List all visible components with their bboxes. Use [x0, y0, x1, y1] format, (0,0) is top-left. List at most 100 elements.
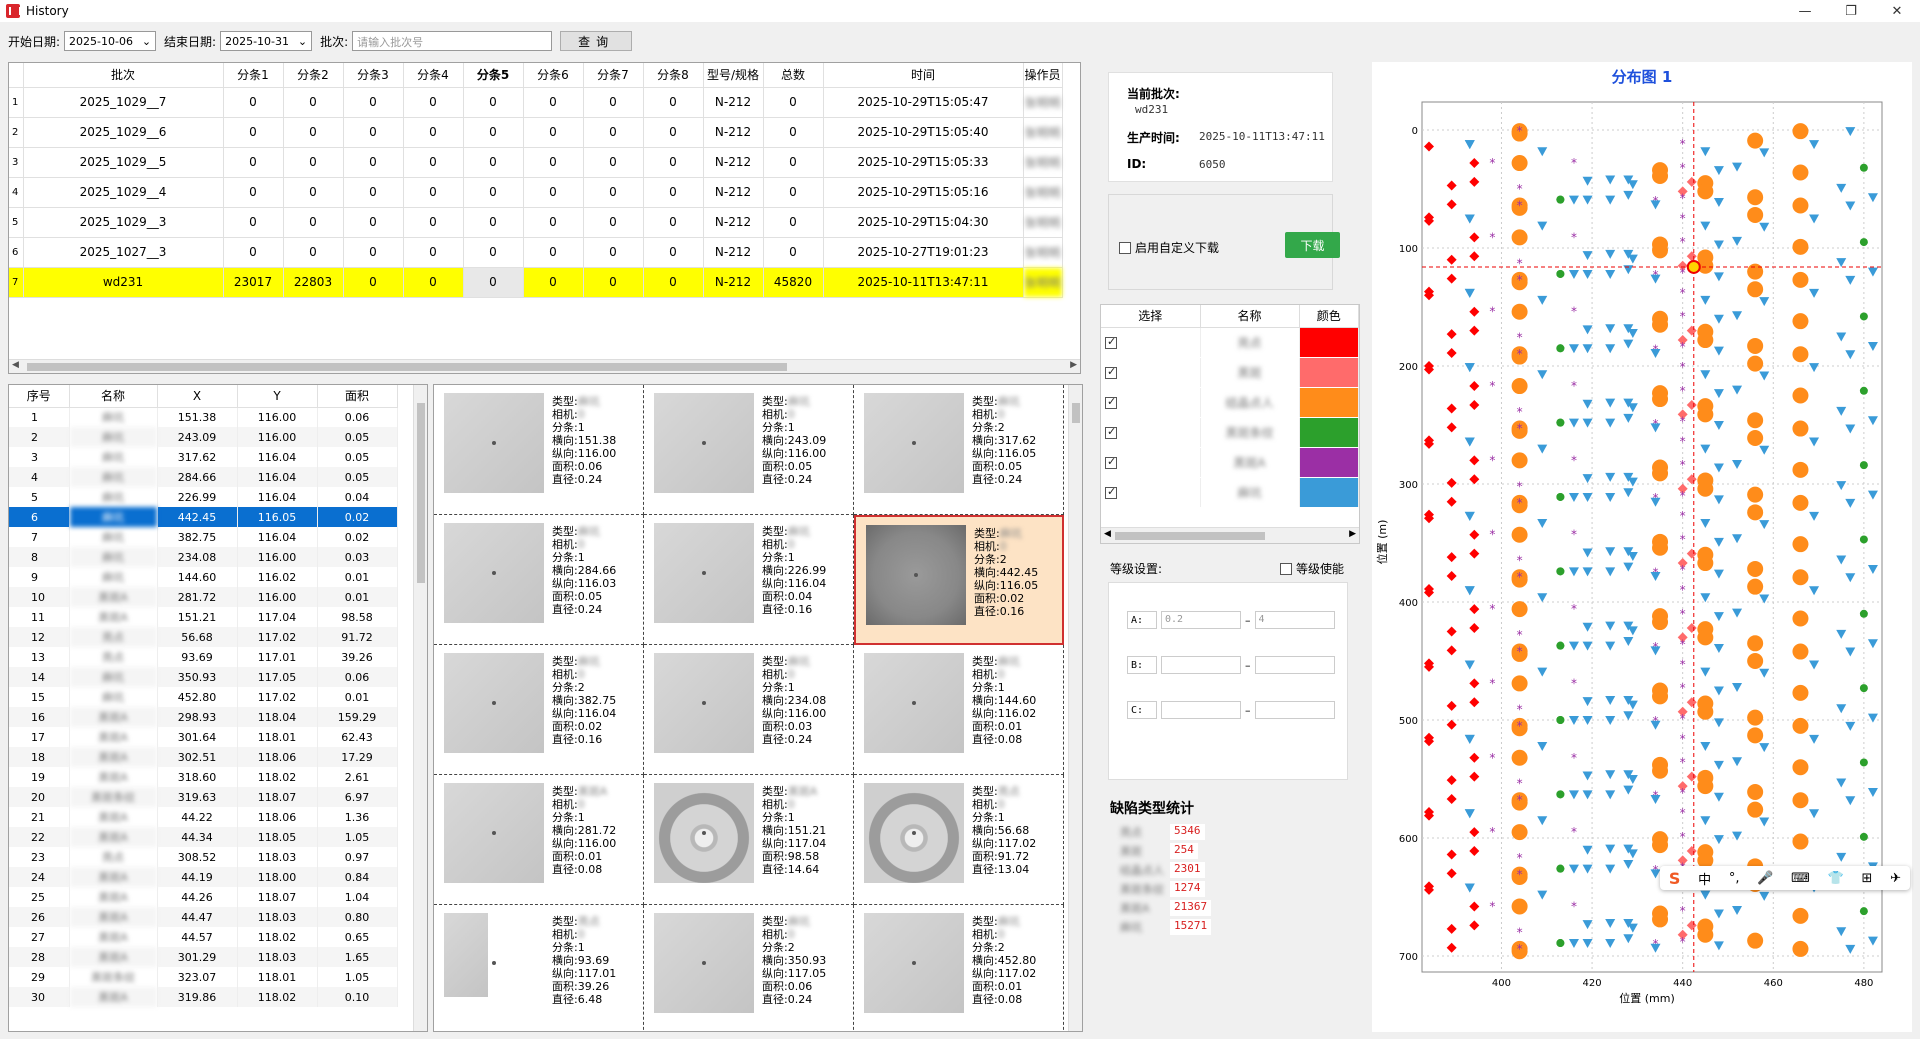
data-point[interactable]	[1623, 488, 1634, 498]
data-point[interactable]	[1700, 816, 1711, 826]
data-point[interactable]	[1809, 437, 1820, 447]
data-point[interactable]: *	[1680, 340, 1686, 354]
data-point[interactable]: *	[1517, 628, 1523, 642]
data-point[interactable]	[1446, 571, 1457, 582]
data-point[interactable]	[1792, 833, 1809, 850]
column-header[interactable]: 面积	[317, 385, 398, 408]
data-point[interactable]	[1697, 703, 1714, 720]
data-point[interactable]	[1446, 403, 1457, 414]
table-row[interactable]: 3 2025_1029__5 0 0 0 0 0 0 0 0 N-212 0 2025-10-29T15…	[9, 147, 1063, 178]
data-point[interactable]	[1446, 626, 1457, 637]
data-point[interactable]	[1582, 325, 1593, 335]
data-point[interactable]	[1556, 269, 1565, 278]
data-point[interactable]	[1627, 180, 1638, 190]
data-point[interactable]	[1511, 346, 1528, 363]
column-header[interactable]: 分条2	[283, 63, 344, 88]
data-point[interactable]: *	[1489, 602, 1495, 616]
data-point[interactable]	[1469, 381, 1480, 392]
data-point[interactable]	[1759, 817, 1770, 827]
table-row[interactable]: 1 2025_1029__7 0 0 0 0 0 0 0 0 N-212 0 2025-10-29T15…	[9, 87, 1063, 118]
grade-min-input[interactable]	[1161, 701, 1241, 719]
defect-thumbnail[interactable]: 类型:麻坑 相机:0 分条:1 横向:284.66 纵向:116.03 面积:0.05 直径…	[434, 515, 644, 645]
scroll-right-icon[interactable]: ▶	[1349, 529, 1356, 539]
data-point[interactable]	[1792, 536, 1809, 553]
ime-item-icon[interactable]: ✈	[1890, 870, 1902, 886]
data-point[interactable]: *	[1571, 453, 1577, 467]
table-row[interactable]: 20 黑斑条纹 319.63 118.07 6.97	[9, 787, 398, 807]
data-point[interactable]	[1424, 881, 1434, 892]
data-point[interactable]	[1845, 721, 1856, 731]
data-point[interactable]	[1469, 622, 1480, 633]
table-row[interactable]: 6 麻坑 442.45 116.05 0.02	[9, 507, 398, 527]
query-button[interactable]: 查询	[560, 31, 633, 51]
data-point[interactable]: *	[1571, 602, 1577, 616]
data-point[interactable]	[1446, 180, 1457, 191]
data-point[interactable]: *	[1517, 182, 1523, 196]
scroll-thumb[interactable]	[417, 403, 425, 583]
data-point[interactable]	[1859, 907, 1868, 916]
data-point[interactable]	[1424, 361, 1434, 371]
data-point[interactable]: *	[1680, 563, 1686, 577]
data-point[interactable]	[1700, 444, 1711, 454]
data-point[interactable]	[1511, 717, 1528, 734]
data-point[interactable]	[1747, 132, 1764, 149]
data-point[interactable]	[1582, 548, 1593, 558]
data-point[interactable]: *	[1517, 331, 1523, 345]
data-point[interactable]	[1511, 643, 1528, 660]
data-point[interactable]: *	[1517, 868, 1523, 882]
data-point[interactable]: *	[1517, 124, 1523, 138]
data-point[interactable]	[1859, 163, 1868, 172]
data-point[interactable]	[1464, 511, 1475, 521]
defect-thumbnail[interactable]: 类型:麻坑 相机:0 分条:2 横向:452.80 纵向:117.02 面积:0.01 直径…	[854, 905, 1064, 1031]
data-point[interactable]	[1605, 641, 1616, 651]
data-point[interactable]	[1677, 781, 1688, 792]
data-point[interactable]	[1582, 697, 1593, 707]
data-point[interactable]	[1511, 123, 1528, 140]
data-point[interactable]	[1568, 567, 1579, 577]
data-point[interactable]	[1582, 474, 1593, 484]
data-point[interactable]	[1446, 552, 1457, 563]
data-point[interactable]	[1697, 852, 1714, 869]
data-point[interactable]	[1627, 328, 1638, 338]
scroll-left-icon[interactable]: ◀	[12, 360, 19, 370]
data-point[interactable]	[1792, 271, 1809, 288]
close-button[interactable]: ✕	[1891, 3, 1903, 19]
data-point[interactable]	[1677, 929, 1688, 940]
data-point[interactable]: *	[1489, 676, 1495, 690]
data-point[interactable]	[1677, 409, 1688, 420]
data-point[interactable]	[1446, 775, 1457, 786]
data-point[interactable]: *	[1571, 751, 1577, 765]
data-point[interactable]: *	[1680, 309, 1686, 323]
data-point[interactable]: *	[1680, 532, 1686, 546]
data-point[interactable]: *	[1680, 212, 1686, 226]
data-point[interactable]	[1867, 936, 1878, 946]
data-point[interactable]	[1792, 461, 1809, 478]
data-point[interactable]	[1469, 678, 1480, 689]
data-point[interactable]	[1732, 385, 1743, 395]
scroll-thumb[interactable]	[1072, 403, 1080, 423]
data-point[interactable]: *	[1517, 554, 1523, 568]
data-point[interactable]: *	[1571, 825, 1577, 839]
data-point[interactable]	[1556, 716, 1565, 724]
class-select-checkbox[interactable]	[1105, 455, 1117, 469]
data-point[interactable]	[1424, 732, 1434, 743]
table-row[interactable]: 21 黑斑A 44.22 118.06 1.36	[9, 807, 398, 827]
column-header[interactable]: 时间	[823, 63, 1024, 88]
column-header[interactable]: 序号	[9, 385, 70, 408]
data-point[interactable]	[1845, 498, 1856, 508]
data-point[interactable]	[1652, 614, 1669, 631]
table-row[interactable]: 24 黑斑A 44.19 118.00 0.84	[9, 867, 398, 887]
data-point[interactable]	[1511, 866, 1528, 883]
data-point[interactable]: *	[1571, 528, 1577, 542]
data-point[interactable]	[1511, 940, 1528, 957]
data-point[interactable]: *	[1517, 199, 1523, 213]
data-point[interactable]	[1424, 584, 1434, 595]
data-point[interactable]	[1759, 668, 1770, 678]
data-point[interactable]	[1792, 907, 1809, 924]
ime-item-icon[interactable]: °,	[1728, 870, 1740, 886]
data-point[interactable]	[1747, 783, 1764, 800]
data-point[interactable]	[1697, 406, 1714, 423]
data-point[interactable]	[1582, 771, 1593, 781]
data-point[interactable]: *	[1680, 235, 1686, 249]
data-point[interactable]	[1464, 437, 1475, 447]
